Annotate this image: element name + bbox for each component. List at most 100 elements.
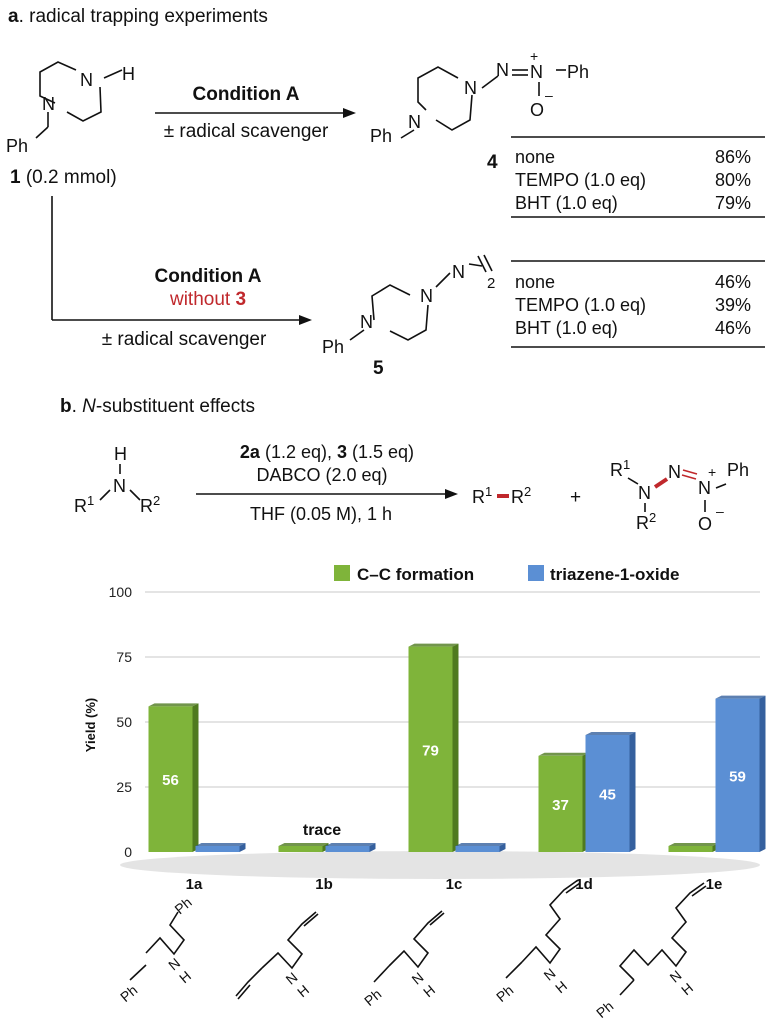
bar-face <box>538 755 583 852</box>
atom-n: N <box>80 70 93 90</box>
r-superscript: 1 <box>623 457 630 472</box>
chart-x-ticks: 1a 1b 1c 1d 1e <box>186 876 723 893</box>
dimer-subscript: 2 <box>487 275 495 292</box>
bar-face <box>148 706 193 852</box>
atom-h: H <box>552 978 570 997</box>
bar-face <box>715 698 760 852</box>
r-group: R <box>636 513 649 533</box>
table-cell: 39% <box>715 295 751 315</box>
charge-minus: – <box>716 503 724 519</box>
r-group: R <box>74 496 87 516</box>
r-group: R <box>511 487 524 507</box>
bar-face <box>408 646 453 852</box>
amine-structure: H N R1 R2 <box>74 444 160 516</box>
atom-h: H <box>294 982 312 1001</box>
product-4-label: 4 <box>487 152 498 173</box>
legend-label-triazene: triazene-1-oxide <box>550 565 679 584</box>
top-reaction-arrow <box>155 108 356 118</box>
atom-n: N <box>638 483 651 503</box>
table-cell: BHT (1.0 eq) <box>515 318 618 338</box>
bar-value-label: 59 <box>729 768 746 785</box>
bar-side <box>629 732 636 852</box>
table-cell: BHT (1.0 eq) <box>515 193 618 213</box>
reagent-3: 3 <box>337 442 347 462</box>
table-4: none 86% TEMPO (1.0 eq) 80% BHT (1.0 eq)… <box>511 136 765 218</box>
product-cc-structure: R1 R2 <box>472 484 531 507</box>
bar-top <box>668 843 719 846</box>
r-superscript: 1 <box>87 493 94 508</box>
compound-number: 1 <box>10 167 21 188</box>
bar-1b-triazene <box>325 843 376 852</box>
charge-plus: + <box>708 464 716 480</box>
atom-n: N <box>408 112 421 132</box>
table-cell: 86% <box>715 147 751 167</box>
table-5: none 46% TEMPO (1.0 eq) 39% BHT (1.0 eq)… <box>511 260 765 348</box>
y-tick-label: 50 <box>116 714 132 730</box>
table-cell: 46% <box>715 318 751 338</box>
bar-top <box>278 843 329 846</box>
x-tick-label: 1e <box>706 876 723 893</box>
chart-y-ticks: 0 25 50 75 100 <box>109 584 133 860</box>
structure-1b: N H <box>235 911 319 1001</box>
table-cell: TEMPO (1.0 eq) <box>515 295 646 315</box>
atom-n: N <box>42 94 55 114</box>
atom-n: N <box>452 262 465 282</box>
atom-ph: Ph <box>117 982 140 1005</box>
table-cell: none <box>515 272 555 292</box>
top-scavenger-label: ± radical scavenger <box>164 121 329 142</box>
section-a-heading: a. radical trapping experiments <box>8 6 268 27</box>
y-tick-label: 0 <box>124 844 132 860</box>
reagents-line-1: 2a (1.2 eq), 3 (1.5 eq) <box>240 442 414 462</box>
r-superscript: 2 <box>524 484 531 499</box>
section-b-title-pre: . <box>72 396 83 417</box>
legend-swatch-cc <box>334 565 350 581</box>
atom-n: N <box>113 476 126 496</box>
table-cell: TEMPO (1.0 eq) <box>515 170 646 190</box>
chart-legend: C–C formation triazene-1-oxide <box>334 565 679 584</box>
atom-n: N <box>464 78 477 98</box>
x-tick-label: 1c <box>446 876 463 893</box>
chart-bar-labels: 56 79 37 45 59 <box>162 742 746 814</box>
charge-minus: – <box>545 87 553 103</box>
reagent-2a: 2a <box>240 442 261 462</box>
product-r2: R2 <box>511 484 531 507</box>
trace-annotation: trace <box>303 822 341 839</box>
bar-top <box>455 843 506 846</box>
atom-ph: Ph <box>567 62 589 82</box>
atom-h: H <box>420 982 438 1001</box>
bar-value-label: 37 <box>552 797 569 814</box>
triazene-r2: R2 <box>636 510 656 533</box>
table-cell: 46% <box>715 272 751 292</box>
amine-r2: R2 <box>140 493 160 516</box>
x-tick-label: 1a <box>186 876 203 893</box>
r-group: R <box>140 496 153 516</box>
y-tick-label: 75 <box>116 649 132 665</box>
bar-face <box>325 846 370 852</box>
bar-top <box>325 843 376 846</box>
without-number: 3 <box>235 289 246 310</box>
atom-ph: Ph <box>727 460 749 480</box>
atom-n: N <box>360 312 373 332</box>
bar-1b-cc <box>278 843 329 852</box>
section-a-letter: a <box>8 6 19 27</box>
section-a-title: . radical trapping experiments <box>19 6 268 27</box>
bar-top <box>585 732 636 735</box>
chart-floor-shadow <box>120 851 760 879</box>
bar-1c-cc <box>408 643 459 852</box>
atom-ph: Ph <box>361 986 384 1009</box>
atom-n: N <box>698 478 711 498</box>
plus-sign: + <box>570 487 581 508</box>
bar-1d-triazene <box>585 732 636 852</box>
bar-1e-cc <box>668 843 719 852</box>
atom-h: H <box>122 64 135 84</box>
bar-face <box>455 846 500 852</box>
section-b-letter: b <box>60 396 72 417</box>
reagent-3-eq: (1.5 eq) <box>347 442 414 462</box>
x-tick-label: 1d <box>575 876 593 893</box>
table-cell: none <box>515 147 555 167</box>
product-5-label: 5 <box>373 358 384 379</box>
atom-ph: Ph <box>171 894 194 917</box>
reaction-conditions: THF (0.05 M), 1 h <box>250 504 392 524</box>
table-cell: 79% <box>715 193 751 213</box>
product-5-structure: N N 2 N Ph <box>322 254 495 357</box>
